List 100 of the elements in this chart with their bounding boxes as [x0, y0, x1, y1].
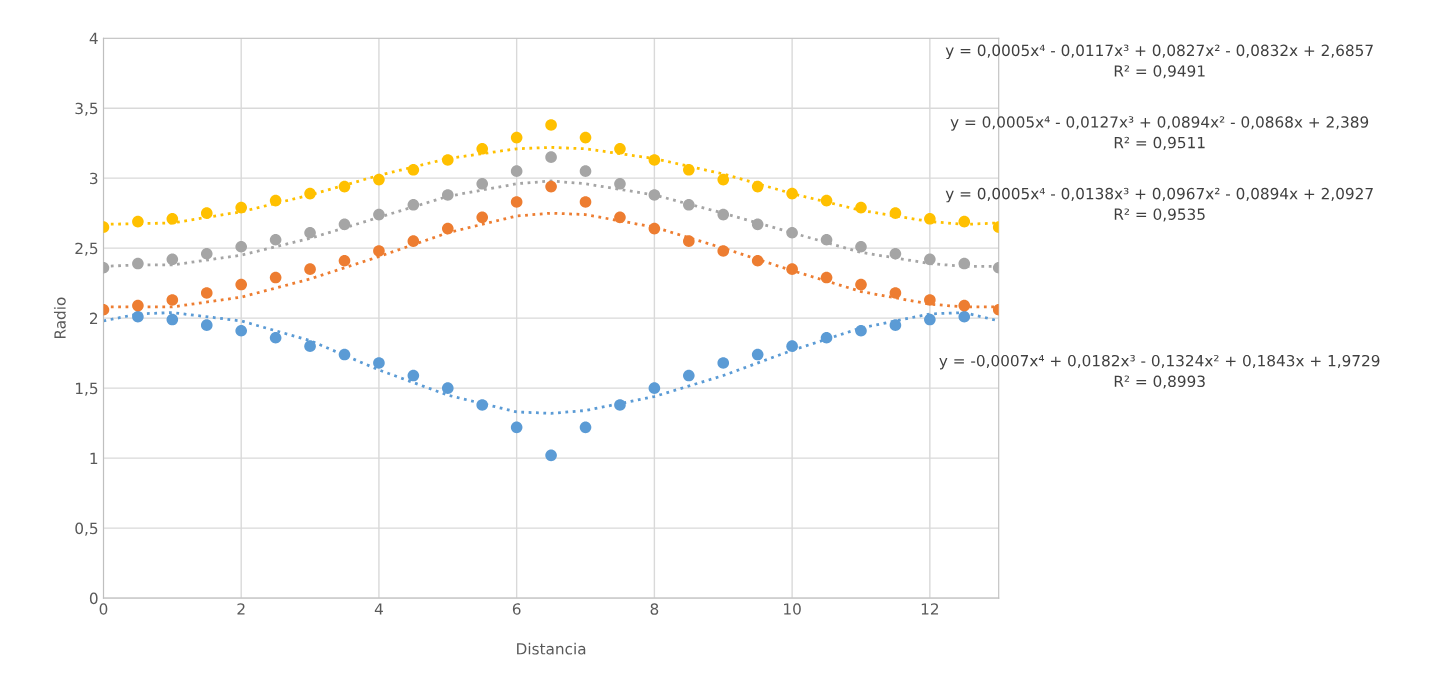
- point: [579, 165, 592, 177]
- y-tick-label: 1: [90, 452, 98, 464]
- point: [924, 294, 936, 306]
- point: [820, 233, 833, 246]
- point: [786, 226, 798, 239]
- point: [476, 177, 489, 190]
- point: [924, 313, 936, 326]
- point: [132, 299, 144, 312]
- annotation: y = -0,0007x⁴ + 0,0182x³ - 0,1324x² + 0,1843x + 1,9729 R² = 0,8993: [939, 354, 1380, 389]
- point: [166, 253, 179, 266]
- y-tick-label: 4: [89, 32, 98, 44]
- point: [407, 235, 420, 247]
- point: [235, 324, 247, 337]
- point: [235, 240, 247, 253]
- point: [579, 196, 592, 208]
- point: [717, 208, 730, 221]
- y-tick-label: 3: [90, 172, 98, 185]
- point: [751, 348, 764, 361]
- point: [855, 240, 867, 253]
- point: [235, 201, 247, 214]
- point: [545, 119, 557, 131]
- point: [166, 212, 179, 225]
- point: [235, 278, 247, 291]
- point: [889, 287, 902, 299]
- point: [269, 331, 282, 344]
- point: [820, 194, 833, 207]
- point: [717, 173, 730, 186]
- point: [441, 382, 454, 394]
- point: [476, 142, 489, 155]
- point: [786, 340, 798, 352]
- y-tick-label: 1,5: [75, 382, 98, 396]
- point: [924, 253, 936, 266]
- point: [648, 154, 661, 166]
- x-tick-label: 0: [99, 603, 108, 615]
- point: [407, 369, 420, 382]
- point: [889, 247, 902, 260]
- point: [476, 399, 489, 411]
- point: [717, 245, 730, 257]
- x-tick-label: 8: [650, 603, 659, 615]
- x-tick-label: 4: [374, 603, 383, 615]
- point: [958, 310, 971, 323]
- y-tick-label: 0,5: [75, 522, 98, 536]
- point: [338, 348, 351, 361]
- annotation: y = 0,0005x⁴ - 0,0138x³ + 0,0967x² - 0,0894x + 2,0927 R² = 0,9535: [945, 187, 1373, 222]
- point: [338, 254, 351, 267]
- point: [683, 198, 695, 211]
- x-tick-label: 6: [512, 603, 521, 615]
- point: [441, 189, 454, 201]
- annotation: y = 0,0005x⁴ - 0,0117x³ + 0,0827x² - 0,0832x + 2,6857 R² = 0,9491: [945, 44, 1373, 79]
- point: [269, 233, 282, 246]
- point: [717, 357, 730, 369]
- y-tick-label: 3,5: [75, 102, 98, 116]
- x-axis-title: Distancia: [517, 642, 586, 655]
- point: [648, 222, 661, 235]
- point: [338, 218, 351, 231]
- point: [924, 212, 936, 225]
- point: [820, 271, 833, 284]
- point: [476, 211, 489, 224]
- x-tick-label: 10: [784, 603, 801, 615]
- point: [510, 196, 523, 208]
- point: [166, 294, 179, 306]
- point: [545, 180, 557, 193]
- point: [751, 218, 764, 231]
- point: [132, 257, 144, 270]
- point: [579, 421, 592, 434]
- point: [614, 211, 626, 224]
- point: [132, 215, 144, 228]
- point: [855, 324, 867, 337]
- point: [373, 245, 385, 257]
- point: [269, 194, 282, 207]
- point: [200, 247, 213, 260]
- point: [855, 201, 867, 214]
- point: [200, 207, 213, 219]
- point: [958, 215, 971, 228]
- point: [510, 165, 523, 177]
- point: [166, 313, 179, 326]
- x-tick-label: 12: [921, 603, 939, 615]
- point: [614, 177, 626, 190]
- annotation: y = 0,0005x⁴ - 0,0127x³ + 0,0894x² - 0,0868x + 2,389 R² = 0,9511: [950, 116, 1369, 150]
- point: [373, 357, 385, 369]
- point: [338, 180, 351, 193]
- point: [614, 399, 626, 411]
- point: [373, 173, 385, 186]
- y-tick-label: 2: [90, 312, 98, 324]
- point: [958, 257, 971, 270]
- point: [373, 208, 385, 221]
- point: [200, 319, 213, 331]
- point: [889, 319, 902, 331]
- point: [855, 278, 867, 291]
- point: [751, 180, 764, 193]
- point: [304, 340, 316, 352]
- point: [510, 131, 523, 144]
- y-tick-label: 2,5: [75, 242, 98, 256]
- point: [545, 449, 557, 462]
- point: [786, 263, 798, 275]
- point: [441, 222, 454, 235]
- x-tick-label: 2: [237, 603, 245, 615]
- point: [683, 235, 695, 247]
- point: [407, 163, 420, 176]
- point: [304, 263, 316, 275]
